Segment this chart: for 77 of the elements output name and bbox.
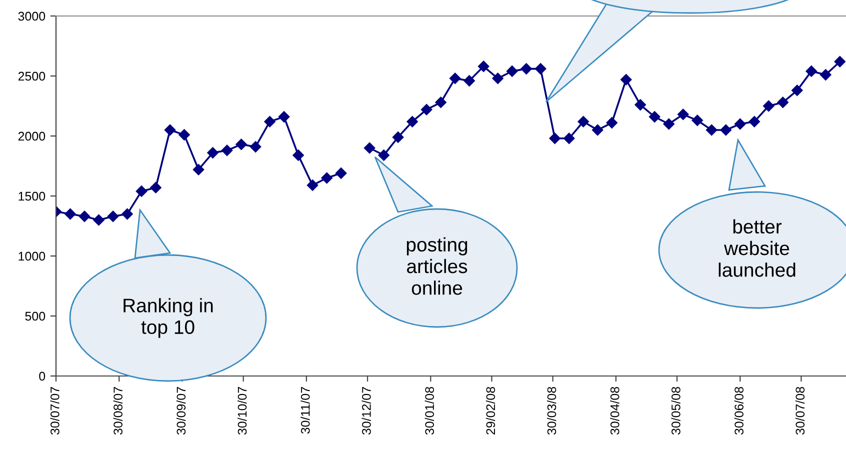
point xyxy=(478,60,490,72)
point xyxy=(150,182,162,194)
y-tick-label: 1000 xyxy=(18,252,46,261)
point xyxy=(649,111,660,122)
point xyxy=(207,147,218,158)
point xyxy=(221,144,233,156)
annotation: posting articles online xyxy=(406,237,468,295)
point xyxy=(734,118,746,130)
point xyxy=(534,63,546,74)
x-tick-label: 30/06/08 xyxy=(734,386,744,435)
x-tick-label: 30/07/07 xyxy=(50,387,60,435)
x-tick-label: 30/12/07 xyxy=(362,387,371,435)
point xyxy=(250,141,262,152)
x-tick-label: 30/03/08 xyxy=(546,386,556,435)
point xyxy=(420,104,432,116)
x-tick-label: 30/01/08 xyxy=(424,386,434,435)
point xyxy=(321,172,332,184)
y-tick-label: 3000 xyxy=(18,12,46,21)
point xyxy=(464,75,475,86)
point xyxy=(634,99,646,110)
y-tick-label: 500 xyxy=(25,312,46,321)
point xyxy=(449,72,461,84)
x-tick-label: 30/11/07 xyxy=(300,387,310,434)
point xyxy=(820,69,832,80)
point xyxy=(663,118,674,130)
point xyxy=(264,116,276,128)
point xyxy=(792,84,803,96)
point xyxy=(506,66,518,77)
point xyxy=(392,132,404,143)
point xyxy=(107,210,119,222)
point xyxy=(192,164,204,176)
point xyxy=(435,96,446,108)
y-tick-label: 0 xyxy=(39,372,46,381)
point xyxy=(720,124,732,136)
point xyxy=(549,132,560,144)
point xyxy=(122,208,133,220)
x-tick-label: 30/05/08 xyxy=(671,386,680,435)
point xyxy=(335,168,347,179)
point xyxy=(64,208,76,220)
x-tick-label: 30/09/07 xyxy=(176,387,186,435)
point xyxy=(364,142,376,154)
point xyxy=(278,111,290,122)
point xyxy=(164,124,176,136)
point xyxy=(306,180,318,191)
x-tick-label: 29/02/08 xyxy=(486,386,496,434)
point xyxy=(563,132,575,144)
point xyxy=(763,100,774,112)
point xyxy=(806,66,817,77)
y-tick-label: 2000 xyxy=(18,132,46,141)
point xyxy=(678,108,689,120)
point xyxy=(520,63,532,74)
x-tick-label: 30/08/07 xyxy=(113,387,122,435)
point xyxy=(578,116,589,128)
point xyxy=(706,124,718,136)
x-tick-label: 30/07/08 xyxy=(795,386,805,435)
point xyxy=(620,74,632,86)
point xyxy=(834,56,846,68)
point xyxy=(748,116,760,128)
point xyxy=(777,96,788,108)
annotation: better website launched xyxy=(718,219,796,277)
point xyxy=(692,114,703,126)
point xyxy=(93,214,104,226)
point xyxy=(236,138,247,150)
point xyxy=(292,150,304,161)
point xyxy=(492,72,504,84)
y-tick-label: 2500 xyxy=(18,72,46,81)
point xyxy=(378,150,390,161)
point xyxy=(78,210,90,222)
y-tick-label: 1500 xyxy=(18,192,46,201)
point xyxy=(592,124,604,136)
x-tick-label: 30/10/07 xyxy=(237,387,247,435)
point xyxy=(136,186,148,197)
annotation: Ranking in top 10 xyxy=(124,298,213,338)
point xyxy=(606,117,618,128)
x-tick-label: 30/04/08 xyxy=(610,386,620,435)
point xyxy=(178,129,190,140)
point xyxy=(406,116,418,128)
